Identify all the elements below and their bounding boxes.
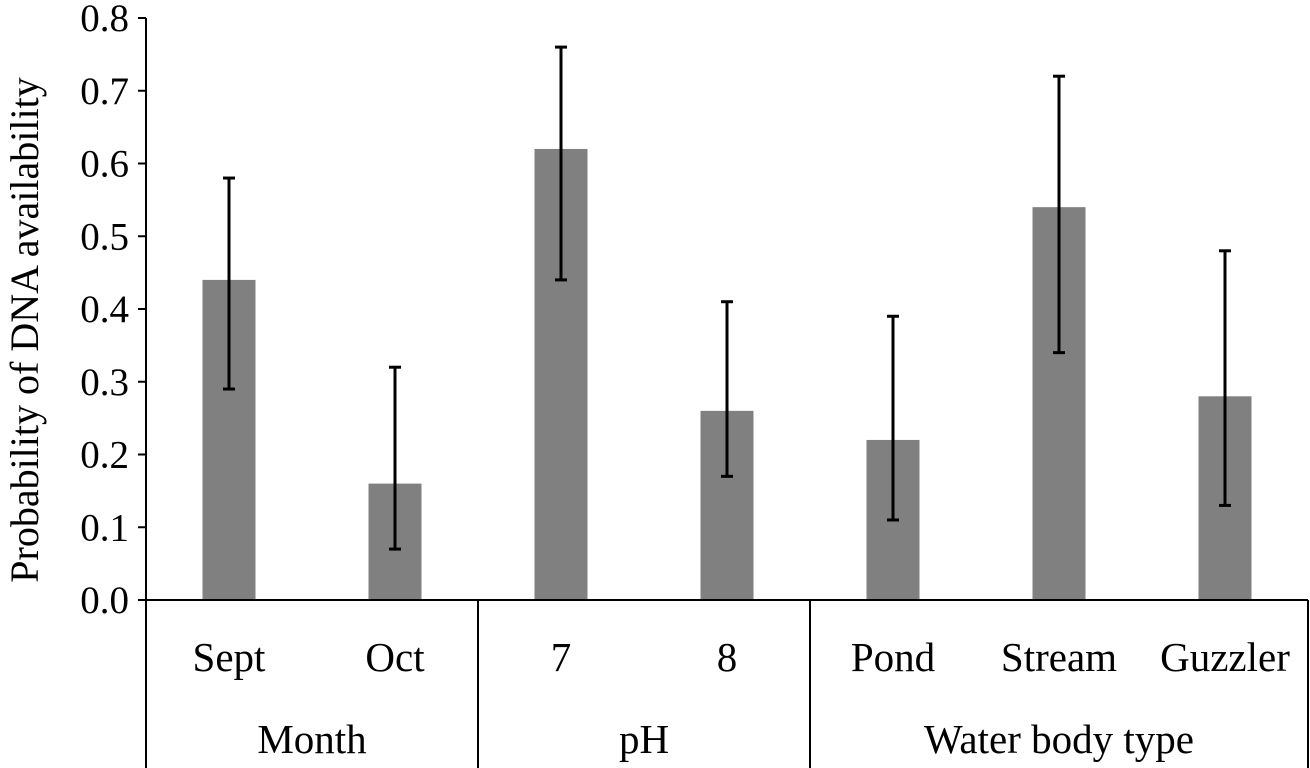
y-tick-label: 0.8 (80, 0, 129, 40)
category-label: Pond (851, 634, 935, 680)
category-label: Stream (1001, 634, 1117, 680)
y-tick-label: 0.7 (80, 70, 129, 113)
y-tick-label: 0.4 (80, 288, 129, 331)
y-tick-label: 0.0 (80, 579, 129, 622)
group-label: Month (257, 716, 366, 762)
category-label: Guzzler (1160, 634, 1290, 680)
group-label: pH (619, 716, 669, 762)
y-axis-label: Probability of DNA availability (2, 77, 47, 583)
y-tick-label: 0.5 (80, 215, 129, 258)
y-tick-label: 0.3 (80, 361, 129, 404)
category-label: 8 (717, 634, 738, 680)
category-label: Oct (365, 634, 425, 680)
category-label: 7 (551, 634, 572, 680)
y-tick-label: 0.1 (80, 506, 129, 549)
y-tick-label: 0.2 (80, 434, 129, 477)
y-tick-label: 0.6 (80, 143, 129, 186)
group-label: Water body type (924, 716, 1194, 762)
category-label: Sept (193, 634, 267, 680)
